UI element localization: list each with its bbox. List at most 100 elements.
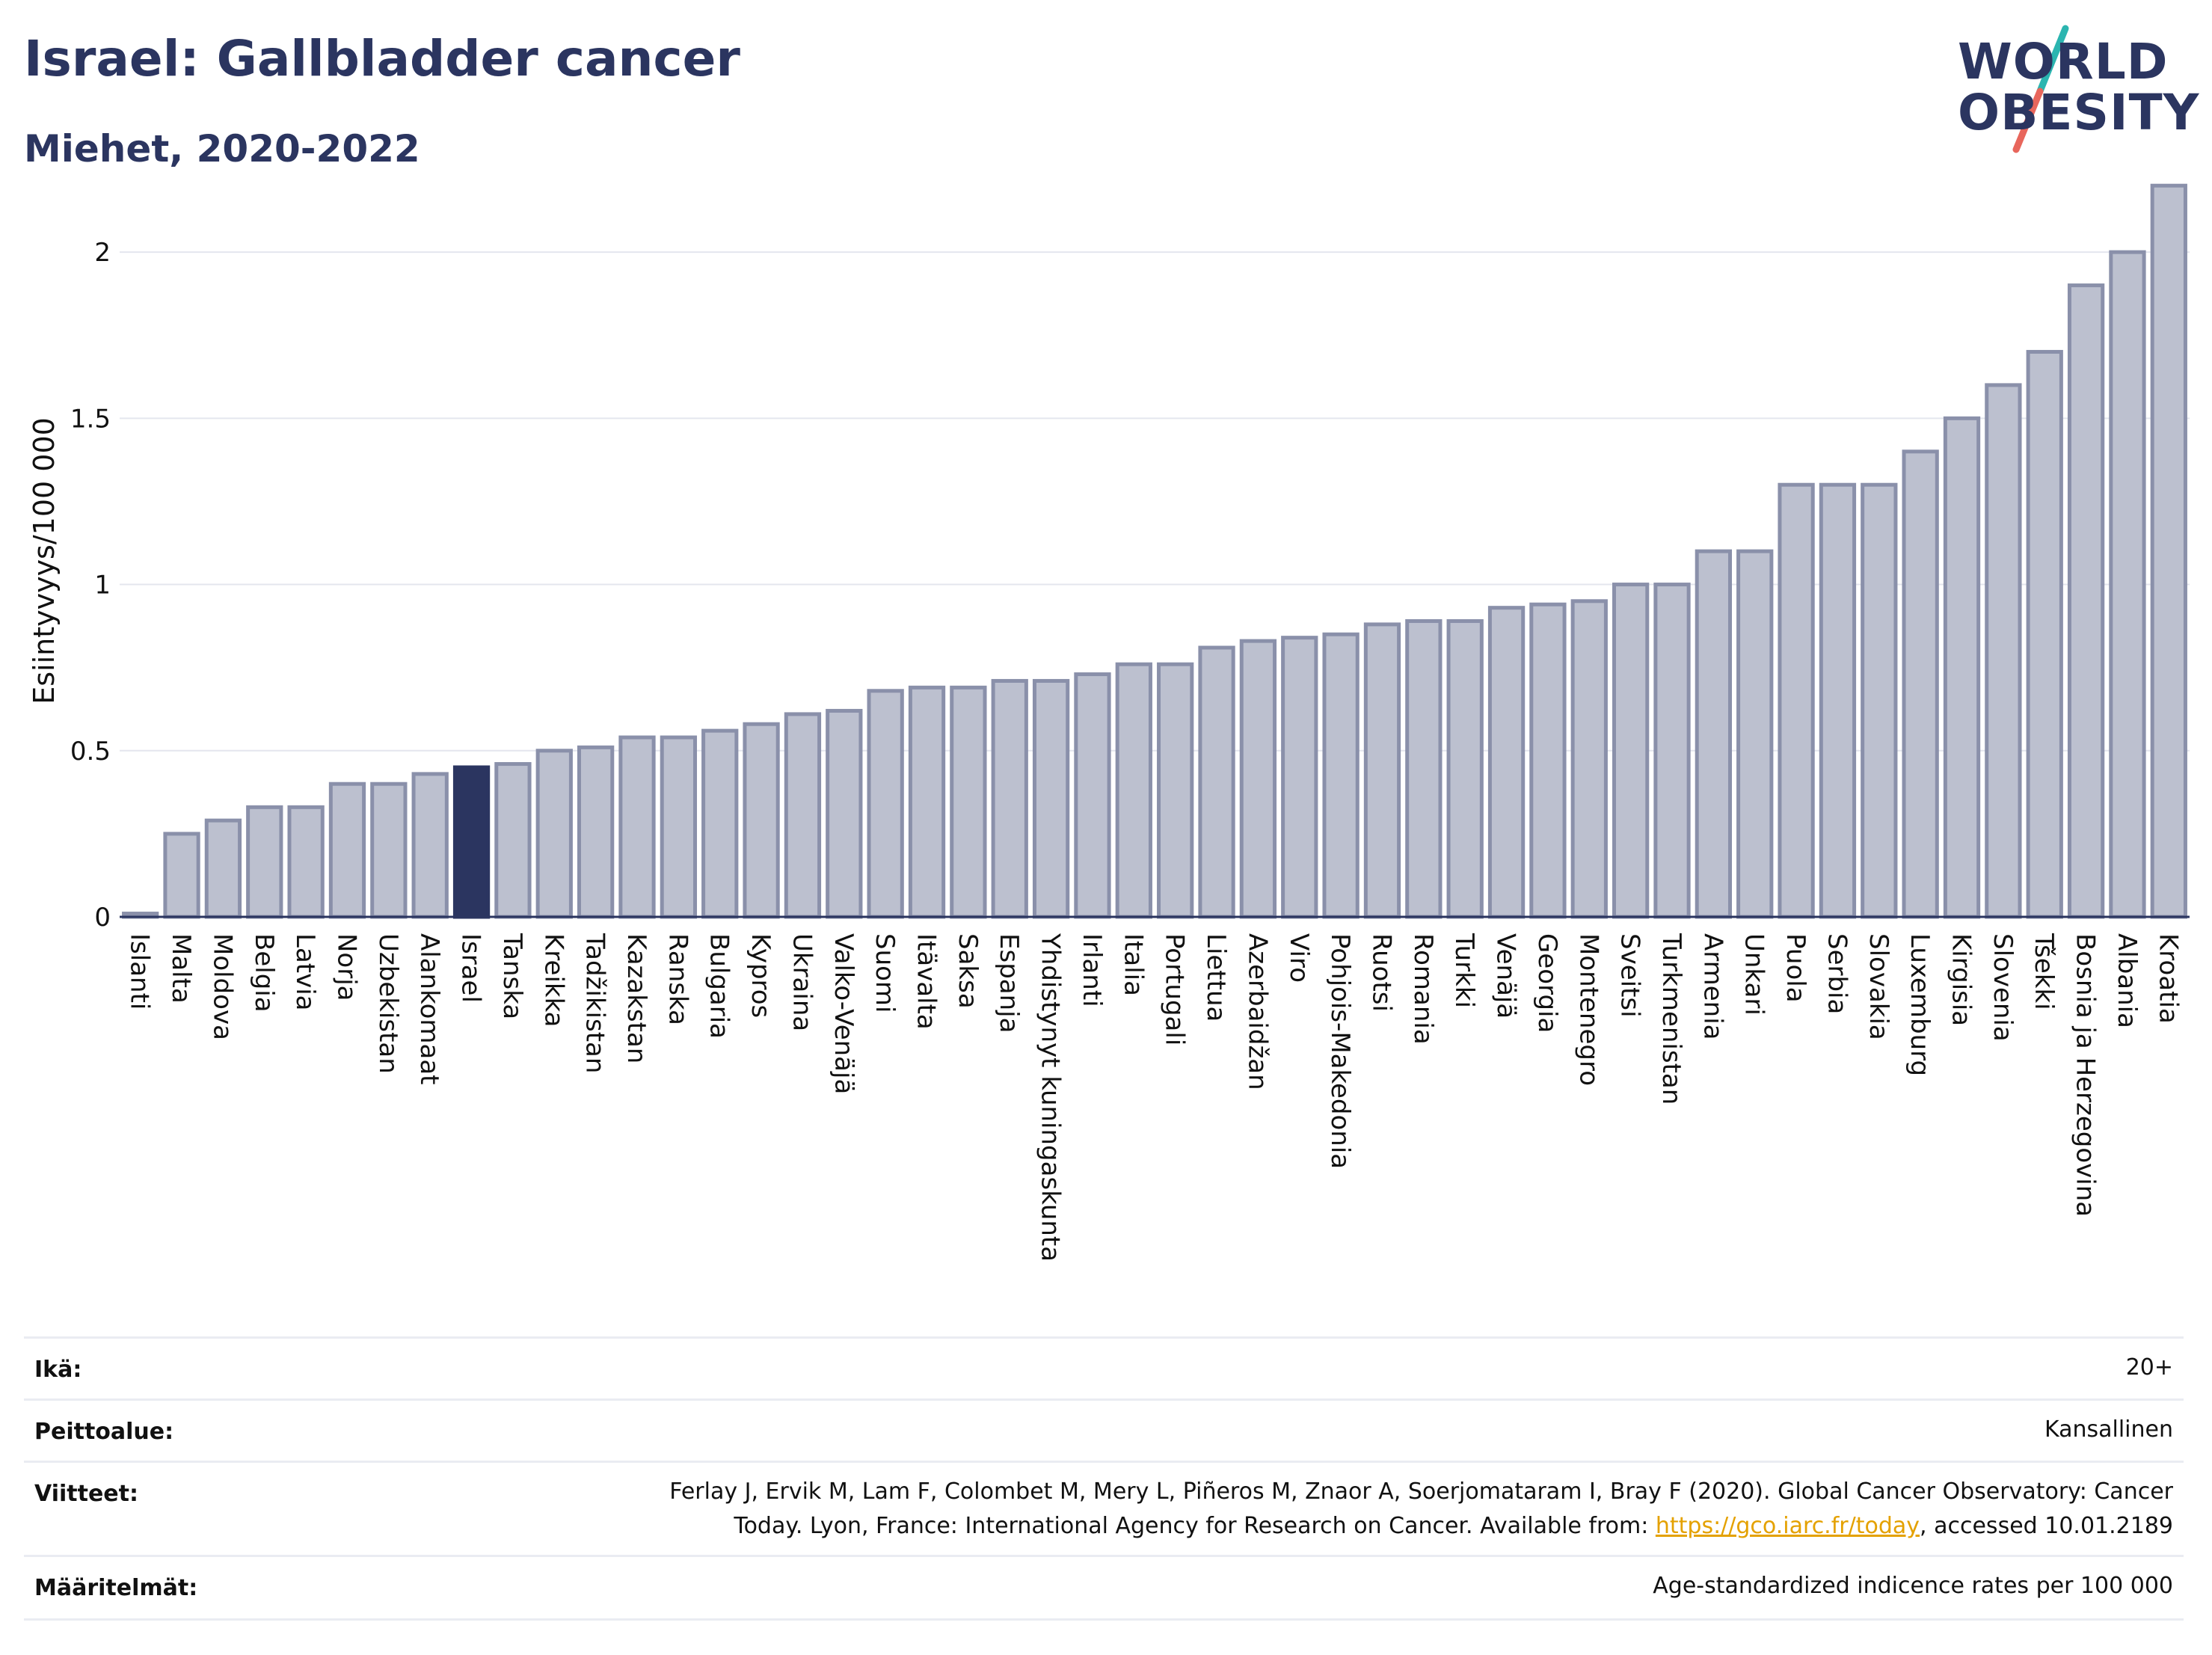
x-tick-label: Kypros — [746, 933, 775, 1018]
x-tick-label: Ranska — [663, 933, 692, 1025]
x-tick-label: Bulgaria — [704, 933, 734, 1039]
bar-kreikka — [535, 749, 573, 919]
x-tick-label: Itävalta — [912, 933, 941, 1030]
y-tick-label: 0 — [94, 903, 111, 933]
x-tick-label: Montenegro — [1573, 933, 1603, 1086]
x-tick-label: Yhdistynyt kuningaskunta — [1036, 933, 1066, 1262]
x-tick-label: Suomi — [870, 933, 900, 1013]
x-tick-label: Uzbekistan — [373, 933, 403, 1074]
bar-irlanti — [1074, 672, 1111, 919]
x-tick-label: Slovakia — [1864, 933, 1893, 1040]
bar-espanja — [991, 678, 1028, 919]
bar-luxemburg — [1902, 449, 1939, 919]
x-tick-label: Kroatia — [2153, 933, 2183, 1024]
bar-liettua — [1198, 645, 1235, 919]
x-tick-label: Turkki — [1449, 933, 1479, 1008]
bar-azerbaid-an — [1239, 639, 1277, 919]
bar-sveitsi — [1612, 583, 1650, 919]
bar-israel — [452, 765, 491, 919]
x-tick-labels: Islanti Malta Moldova Belgia Latvia Norja Uzbe… — [125, 933, 2184, 1262]
x-tick-label: Azerbaidžan — [1242, 933, 1272, 1090]
info-row-definitions: Määritelmät: Age-standardized indicence … — [24, 1555, 2184, 1621]
bar-serbia — [1819, 482, 1857, 919]
bar-norja — [328, 782, 366, 919]
page-subtitle: Miehet, 2020-2022 — [24, 127, 420, 171]
x-tick-label: Ukraina — [787, 933, 817, 1031]
logo-slash-teal — [2036, 25, 2069, 95]
definitions-label: Määritelmät: — [34, 1575, 198, 1601]
bars — [122, 183, 2187, 919]
bar-alankomaat — [411, 772, 449, 919]
bar-valko-ven-j- — [826, 708, 863, 919]
bar-ranska — [660, 735, 698, 919]
x-tick-label: Ruotsi — [1366, 933, 1396, 1012]
bar-bulgaria — [701, 728, 739, 919]
age-value: 20+ — [2125, 1354, 2173, 1381]
world-obesity-logo: WORLD OBESITY — [1944, 22, 2199, 165]
y-tick-label: 2 — [94, 238, 111, 268]
logo-slash-icon — [2012, 25, 2069, 153]
logo-text-world: WORLD — [1958, 33, 2169, 90]
bar-italia — [1115, 662, 1152, 919]
bar-kroatia — [2150, 183, 2187, 919]
coverage-label: Peittoalue: — [34, 1419, 174, 1445]
references-label: Viitteet: — [34, 1481, 138, 1507]
bar-latvia — [287, 805, 325, 919]
x-tick-label: Moldova — [207, 933, 237, 1040]
coverage-value: Kansallinen — [2044, 1416, 2173, 1443]
bar-ruotsi — [1363, 622, 1401, 919]
bar-bosnia-ja-herzegovina — [2067, 283, 2105, 919]
bar-tanska — [494, 762, 532, 919]
bar-suomi — [867, 689, 904, 919]
x-tick-label: Viro — [1284, 933, 1314, 983]
x-tick-label: Espanja — [994, 933, 1024, 1033]
logo-slash-red — [2012, 87, 2044, 153]
bar-viro — [1281, 636, 1318, 919]
bar-belgia — [246, 805, 283, 919]
bar-uzbekistan — [370, 782, 408, 919]
references-link[interactable]: https://gco.iarc.fr/today — [1655, 1513, 1920, 1539]
page-title: Israel: Gallbladder cancer — [24, 30, 740, 87]
x-tick-label: Romania — [1408, 933, 1438, 1045]
bar-armenia — [1695, 549, 1733, 919]
x-tick-label: Slovenia — [1988, 933, 2018, 1042]
references-line-1: Ferlay J, Ervik M, Lam F, Colombet M, Me… — [669, 1479, 2173, 1505]
info-row-age: Ikä: 20+ — [24, 1336, 2184, 1400]
x-tick-label: Venäjä — [1491, 933, 1521, 1019]
references-line-2-suffix: , accessed 10.01.2189 — [1920, 1513, 2173, 1539]
x-tick-label: Puola — [1781, 933, 1810, 1003]
bar-pohjois-makedonia — [1322, 632, 1360, 919]
x-tick-label: Pohjois-Makedonia — [1325, 933, 1355, 1169]
bar-moldova — [204, 818, 242, 919]
x-tick-label: Tšekki — [2029, 933, 2059, 1010]
references-line-2: Today. Lyon, France: International Agenc… — [669, 1509, 2173, 1544]
y-tick-label: 1.5 — [70, 404, 111, 434]
bar-malta — [163, 832, 200, 919]
logo-text-obesity: OBESITY — [1958, 84, 2200, 141]
definitions-value: Age-standardized indicence rates per 100… — [1653, 1573, 2173, 1599]
bar-montenegro — [1570, 599, 1608, 919]
bar-turkmenistan — [1653, 583, 1691, 919]
bar-albania — [2109, 250, 2146, 919]
x-tick-label: Luxemburg — [1905, 933, 1935, 1076]
age-label: Ikä: — [34, 1357, 82, 1383]
bar-romania — [1405, 618, 1443, 919]
references-line-2-prefix: Today. Lyon, France: International Agenc… — [734, 1513, 1656, 1539]
bar-portugali — [1157, 662, 1194, 919]
bar-kypros — [743, 722, 780, 919]
bar-t-ekki — [2026, 349, 2063, 919]
x-tick-label: Sveitsi — [1615, 933, 1645, 1018]
bar-ven-j- — [1487, 606, 1526, 919]
x-tick-label: Armenia — [1698, 933, 1727, 1040]
bar-kirgisia — [1943, 416, 1981, 919]
x-tick-label: Serbia — [1822, 933, 1852, 1014]
x-tick-label: Latvia — [290, 933, 320, 1011]
y-tick-labels: 0 0.5 1 1.5 2 — [70, 238, 111, 933]
bar-it-valta — [908, 685, 946, 919]
x-tick-label: Turkmenistan — [1656, 933, 1686, 1105]
x-tick-label: Kazakstan — [621, 933, 651, 1063]
x-tick-label: Liettua — [1201, 933, 1231, 1022]
bar-saksa — [950, 685, 987, 919]
bar-slovakia — [1861, 482, 1898, 919]
bar-yhdistynyt-kuningaskunta — [1032, 678, 1070, 919]
